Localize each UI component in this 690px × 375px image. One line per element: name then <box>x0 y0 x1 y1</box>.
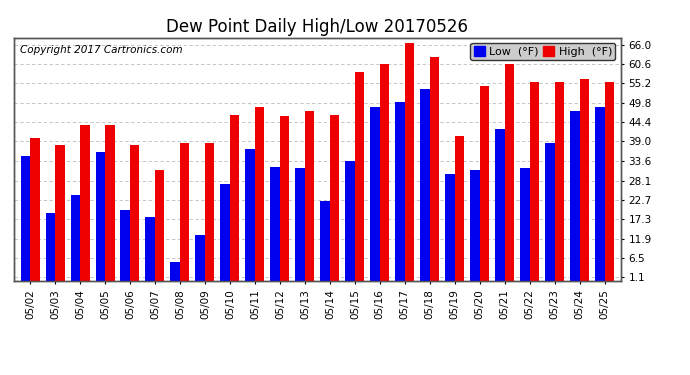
Bar <box>320 201 330 281</box>
Title: Dew Point Daily High/Low 20170526: Dew Point Daily High/Low 20170526 <box>166 18 469 36</box>
Bar <box>155 170 164 281</box>
Bar <box>205 143 215 281</box>
Bar <box>604 82 614 281</box>
Bar <box>105 125 115 281</box>
Bar <box>246 148 255 281</box>
Bar <box>570 111 580 281</box>
Bar <box>230 115 239 281</box>
Bar <box>305 111 315 281</box>
Bar <box>355 72 364 281</box>
Bar <box>46 213 55 281</box>
Bar <box>195 235 205 281</box>
Bar <box>480 86 489 281</box>
Bar <box>55 145 65 281</box>
Bar <box>395 102 405 281</box>
Bar <box>330 115 339 281</box>
Bar <box>405 43 415 281</box>
Bar <box>295 168 305 281</box>
Bar <box>555 82 564 281</box>
Bar <box>146 217 155 281</box>
Bar <box>80 125 90 281</box>
Bar <box>270 166 280 281</box>
Bar <box>595 107 604 281</box>
Bar <box>420 90 430 281</box>
Bar <box>30 138 39 281</box>
Bar <box>495 129 505 281</box>
Bar <box>130 145 139 281</box>
Bar <box>445 174 455 281</box>
Bar <box>520 168 530 281</box>
Bar <box>505 64 514 281</box>
Bar <box>371 107 380 281</box>
Bar <box>455 136 464 281</box>
Bar <box>21 156 30 281</box>
Bar <box>380 64 389 281</box>
Bar <box>170 261 180 281</box>
Text: Copyright 2017 Cartronics.com: Copyright 2017 Cartronics.com <box>20 45 182 55</box>
Bar <box>220 184 230 281</box>
Bar <box>580 79 589 281</box>
Bar <box>255 107 264 281</box>
Bar <box>471 170 480 281</box>
Bar <box>280 116 289 281</box>
Bar <box>430 57 440 281</box>
Bar <box>180 143 190 281</box>
Bar <box>346 161 355 281</box>
Bar <box>70 195 80 281</box>
Bar <box>530 82 540 281</box>
Legend: Low  (°F), High  (°F): Low (°F), High (°F) <box>471 43 615 60</box>
Bar <box>121 210 130 281</box>
Bar <box>545 143 555 281</box>
Bar <box>95 152 105 281</box>
